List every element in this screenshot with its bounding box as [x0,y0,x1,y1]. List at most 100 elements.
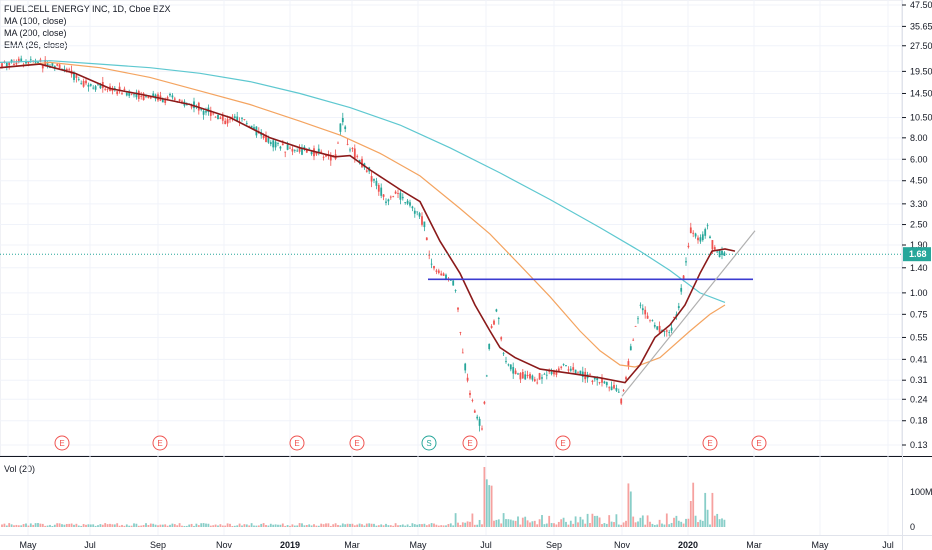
candle-body [428,254,431,256]
price-tick-label: 0.75 [910,309,928,319]
candle-body [27,61,30,64]
candle-body [629,346,632,351]
price-axis[interactable]: 47.50 35.65 27.50 19.50 14.50 10.50 8.00 6.00 4.… [902,0,932,532]
volume-bar [286,525,289,527]
candle-body [353,148,356,159]
volume-bar [670,522,673,527]
volume-bar [471,513,474,527]
volume-bar [313,524,315,527]
candle-body [375,180,378,186]
volume-bar [159,524,162,527]
candle-body [286,144,289,150]
candle-body [382,194,385,197]
earnings-marker[interactable]: E [54,435,70,451]
candle-body [442,273,445,276]
volume-bar [485,479,488,527]
volume-bar [89,524,92,527]
volume-bar [75,523,78,527]
candle-body [497,318,500,319]
volume-bar [649,521,651,527]
candle-body [322,156,325,158]
volume-bar [190,523,193,527]
volume-bar [212,525,215,527]
candle-body [531,375,534,380]
volume-bar [577,522,579,527]
candle-body [639,304,642,306]
trend-line[interactable] [621,230,756,397]
candle-body [490,326,493,328]
volume-bar [445,525,447,527]
volume-bar [639,517,642,527]
volume-bar [596,515,599,527]
ema26-line [0,63,736,384]
candle-body [380,187,383,196]
volume-bar [387,525,390,527]
candle-body [145,95,147,97]
volume-bar [185,525,188,527]
volume-bar [49,524,51,527]
volume-bar [637,521,639,527]
candle-body [293,149,296,151]
candle-body [430,263,433,265]
time-axis[interactable]: May Jul Sep Nov 2019 Mar May Jul Sep Nov 2020 Mar Ma… [19,540,893,550]
volume-bar [682,523,685,527]
candle-body [320,151,323,153]
candle-body [454,290,457,291]
candle-body [550,371,553,375]
earnings-marker[interactable]: E [152,435,168,451]
volume-bar [279,524,282,527]
split-marker[interactable]: S [421,435,437,451]
earnings-marker[interactable]: E [555,435,571,451]
volume-bar [77,525,80,527]
volume-bar [154,524,157,527]
volume-bar [293,525,296,527]
candle-body [622,390,625,392]
candle-body [481,428,483,430]
candle-body [469,392,471,395]
volume-bar [305,525,308,527]
volume-bar [128,525,131,527]
volume-bar [541,515,543,527]
volume-bar [613,522,615,527]
candle-body [171,95,174,98]
volume-bar [591,513,594,527]
earnings-marker[interactable]: E [462,435,478,451]
volume-bar [641,515,644,527]
svg-text:E: E [467,439,472,448]
candle-body [233,116,236,119]
volume-bar [3,523,6,527]
volume-bar [370,523,373,527]
volume-bar [123,525,126,527]
candle-body [303,146,306,149]
earnings-marker[interactable]: E [349,435,365,451]
candle-body [572,367,575,371]
ma200-legend: MA (200, close) [4,28,67,38]
candle-body [565,365,567,366]
volume-bar [490,485,493,527]
earnings-marker[interactable]: E [702,435,718,451]
time-tick-label: Sep [546,540,562,550]
volume-bar [202,523,205,527]
price-tick-label: 2.50 [910,220,928,230]
volume-bar [579,516,582,527]
candle-body [262,135,265,139]
volume-bar [236,525,239,527]
volume-bar [176,525,179,527]
volume-bar [85,524,87,527]
volume-bar [687,518,690,527]
candle-body [579,370,582,375]
volume-legend: Vol (20) [4,464,36,474]
chart-legend: FUELCELL ENERGY INC, 1D, Cboe BZX MA (10… [4,3,171,51]
time-tick-label: Nov [614,540,631,550]
ema26-legend: EMA (26, close) [4,40,68,50]
candle-body [212,113,215,115]
candle-body [389,196,392,198]
volume-bar [118,525,121,527]
earnings-marker[interactable]: E [751,435,767,451]
volume-bar [56,523,59,527]
earnings-marker[interactable]: E [289,435,305,451]
candle-body [605,382,608,386]
volume-bar [104,523,107,527]
candle-body [166,97,169,99]
